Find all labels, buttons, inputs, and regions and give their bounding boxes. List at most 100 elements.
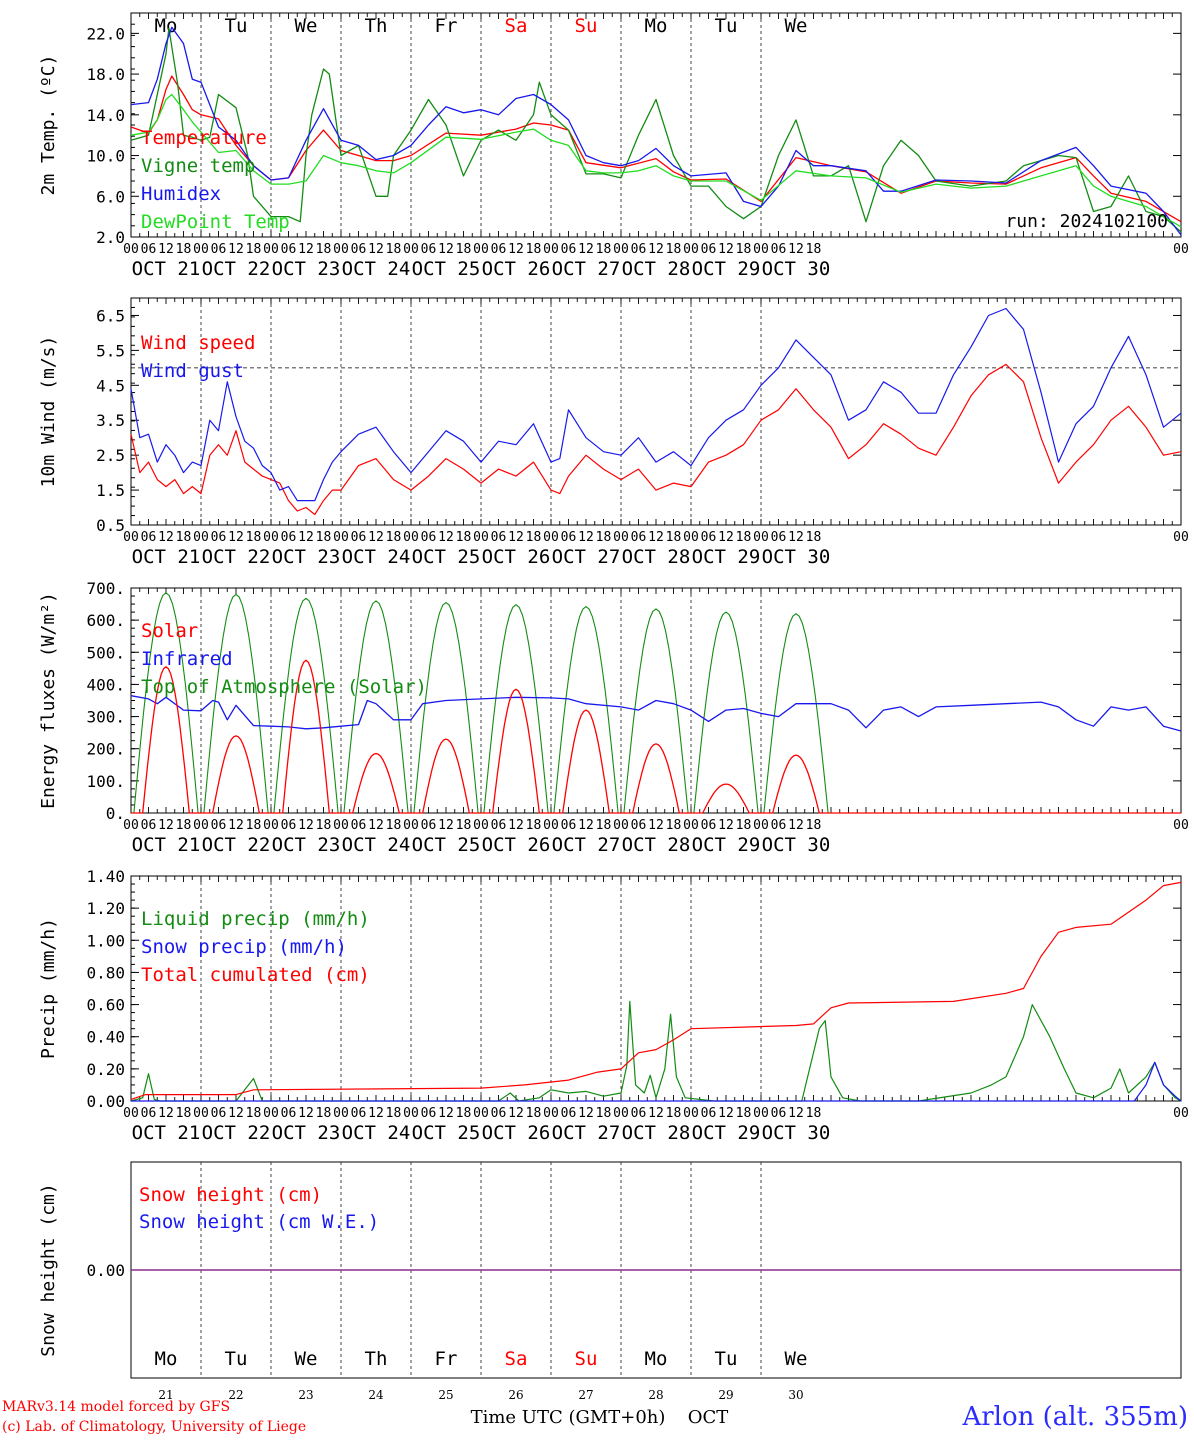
hour-tick-label: 18 bbox=[526, 818, 542, 833]
series-line-liquid-precip-mm-h- bbox=[130, 1000, 1182, 1102]
hour-tick-label: 00 bbox=[263, 818, 279, 833]
y-tick-label: 2.5 bbox=[96, 446, 125, 465]
hour-tick-label: 12 bbox=[718, 1106, 734, 1121]
hour-tick-label: 12 bbox=[648, 818, 664, 833]
date-label: OCT 21 bbox=[132, 834, 201, 856]
hour-tick-label: 18 bbox=[176, 818, 192, 833]
bottom-day-number: 22 bbox=[228, 1388, 243, 1402]
hour-tick-label: 00 bbox=[193, 818, 209, 833]
hour-tick-label: 12 bbox=[368, 530, 384, 545]
y-tick-label: 10.0 bbox=[86, 147, 125, 166]
hour-tick-label: 18 bbox=[316, 1106, 332, 1121]
y-tick-label: 0.5 bbox=[96, 516, 125, 535]
date-label: OCT 23 bbox=[272, 834, 341, 856]
hour-tick-label: 00 bbox=[193, 530, 209, 545]
date-label: OCT 22 bbox=[202, 258, 271, 280]
hour-tick-label: 06 bbox=[491, 818, 507, 833]
hour-tick-label: 06 bbox=[281, 1106, 297, 1121]
day-name: Tu bbox=[715, 15, 738, 37]
date-label: OCT 21 bbox=[132, 258, 201, 280]
day-name: Tu bbox=[715, 1348, 738, 1370]
hour-tick-label: 00 bbox=[333, 530, 349, 545]
hour-tick-label: 12 bbox=[718, 530, 734, 545]
hour-tick-label: 00 bbox=[333, 1106, 349, 1121]
y-tick-label: 5.5 bbox=[96, 341, 125, 360]
date-label: OCT 26 bbox=[482, 546, 551, 568]
hour-tick-label: 12 bbox=[228, 242, 244, 257]
series-line-vigne-temp bbox=[130, 27, 1182, 233]
date-label: OCT 28 bbox=[622, 1122, 691, 1144]
hour-tick-label: 12 bbox=[298, 242, 314, 257]
hour-tick-label: 06 bbox=[281, 242, 297, 257]
hour-tick-label: 18 bbox=[386, 818, 402, 833]
hour-tick-label: 12 bbox=[788, 242, 804, 257]
hour-tick-label: 06 bbox=[491, 530, 507, 545]
day-name: We bbox=[295, 15, 318, 37]
hour-tick-label: 18 bbox=[456, 530, 472, 545]
series-line-wind-gust bbox=[130, 307, 1182, 502]
y-tick-label: 400. bbox=[86, 675, 125, 694]
hour-tick-label: 18 bbox=[316, 242, 332, 257]
date-label: OCT 30 bbox=[762, 258, 831, 280]
hour-tick-label: 12 bbox=[438, 242, 454, 257]
y-axis-label: Precip (mm/h) bbox=[38, 918, 59, 1059]
date-label: OCT 24 bbox=[342, 546, 411, 568]
date-label: OCT 25 bbox=[412, 258, 481, 280]
y-tick-label: 0.40 bbox=[86, 1028, 125, 1047]
date-label: OCT 29 bbox=[692, 546, 761, 568]
hour-tick-label: 18 bbox=[386, 242, 402, 257]
legend-entry: Snow height (cm) bbox=[139, 1184, 322, 1206]
panel-1-frame bbox=[130, 12, 1182, 238]
hour-tick-label: 00 bbox=[473, 818, 489, 833]
hour-tick-label: 12 bbox=[788, 1106, 804, 1121]
hour-tick-label: 18 bbox=[526, 1106, 542, 1121]
legend-entry: Snow height (cm W.E.) bbox=[139, 1211, 379, 1233]
hour-tick-label: 18 bbox=[176, 1106, 192, 1121]
hour-tick-label: 00 bbox=[263, 530, 279, 545]
hour-tick-label: 12 bbox=[508, 1106, 524, 1121]
day-name: Mo bbox=[155, 1348, 178, 1370]
legend-entry: Humidex bbox=[141, 183, 221, 205]
hour-tick-label: 12 bbox=[298, 818, 314, 833]
y-tick-label: 200. bbox=[86, 740, 125, 759]
hour-tick-label: 06 bbox=[771, 530, 787, 545]
day-name: Fr bbox=[435, 15, 458, 37]
y-tick-label: 22.0 bbox=[86, 24, 125, 43]
series-line-snow-precip-mm-h- bbox=[131, 1061, 1182, 1102]
hour-tick-label: 12 bbox=[508, 530, 524, 545]
hour-tick-label: 12 bbox=[368, 1106, 384, 1121]
hour-tick-label: 18 bbox=[316, 530, 332, 545]
series-line-total-cumulated-cm- bbox=[130, 881, 1182, 1100]
series-line-temperature bbox=[130, 75, 1182, 223]
hour-tick-label: 06 bbox=[141, 242, 157, 257]
y-axis-label: Snow height (cm) bbox=[38, 1183, 59, 1356]
hour-tick-label: 06 bbox=[491, 242, 507, 257]
date-label: OCT 26 bbox=[482, 1122, 551, 1144]
legend-entry: Top of Atmosphere (Solar) bbox=[141, 676, 427, 698]
hour-tick-label: 12 bbox=[788, 818, 804, 833]
hour-tick-label: 18 bbox=[736, 242, 752, 257]
y-tick-label: 3.5 bbox=[96, 411, 125, 430]
hour-tick-label: 18 bbox=[526, 530, 542, 545]
date-label: OCT 26 bbox=[482, 258, 551, 280]
hour-tick-label: 00 bbox=[1173, 818, 1189, 833]
hour-tick-label: 18 bbox=[176, 530, 192, 545]
hour-tick-label: 00 bbox=[753, 818, 769, 833]
date-label: OCT 28 bbox=[622, 834, 691, 856]
bottom-day-number: 23 bbox=[298, 1388, 313, 1402]
day-name: Su bbox=[575, 1348, 598, 1370]
hour-tick-label: 00 bbox=[123, 1106, 139, 1121]
hour-tick-label: 00 bbox=[333, 242, 349, 257]
hour-tick-label: 00 bbox=[403, 530, 419, 545]
hour-tick-label: 00 bbox=[403, 1106, 419, 1121]
day-name: Su bbox=[575, 15, 598, 37]
hour-tick-label: 12 bbox=[228, 530, 244, 545]
y-tick-label: 0. bbox=[106, 804, 125, 823]
date-label: OCT 26 bbox=[482, 834, 551, 856]
hour-tick-label: 12 bbox=[158, 1106, 174, 1121]
date-label: OCT 27 bbox=[552, 834, 621, 856]
hour-tick-label: 12 bbox=[158, 242, 174, 257]
y-tick-label: 700. bbox=[86, 579, 125, 598]
bottom-day-number: 30 bbox=[788, 1388, 803, 1402]
hour-tick-label: 12 bbox=[718, 818, 734, 833]
